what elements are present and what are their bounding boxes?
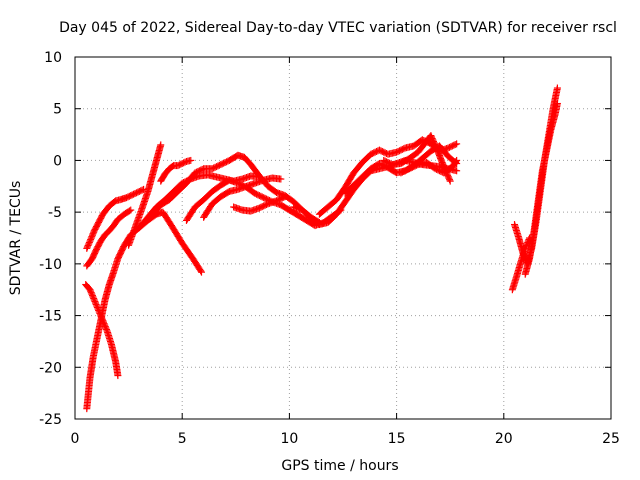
series-track-5 bbox=[125, 141, 165, 249]
y-tick-label: -20 bbox=[39, 360, 62, 376]
plot-frame bbox=[74, 56, 612, 420]
series-track-19 bbox=[521, 100, 561, 278]
series-track-8 bbox=[157, 156, 195, 185]
x-tick-label: 10 bbox=[280, 431, 298, 447]
y-tick-label: -25 bbox=[39, 412, 62, 428]
y-axis-label: SDTVAR / TECUs bbox=[8, 181, 24, 296]
x-axis-label: GPS time / hours bbox=[281, 458, 398, 474]
x-tick-label: 20 bbox=[495, 431, 513, 447]
y-tick-label: -5 bbox=[48, 205, 62, 221]
grid-lines bbox=[75, 57, 611, 419]
data-points bbox=[82, 84, 561, 413]
series-track-16 bbox=[397, 156, 461, 177]
y-tick-label: 0 bbox=[53, 153, 62, 169]
series-track-2 bbox=[82, 281, 122, 380]
x-tick-label: 0 bbox=[71, 431, 80, 447]
y-tick-label: -15 bbox=[39, 309, 62, 325]
x-tick-label: 15 bbox=[388, 431, 406, 447]
axis-ticks bbox=[74, 56, 612, 420]
series-track-3 bbox=[83, 208, 205, 413]
x-tick-label: 5 bbox=[178, 431, 187, 447]
x-tick-labels: 0 5 10 15 20 25 bbox=[71, 431, 620, 447]
y-tick-label: 10 bbox=[44, 50, 62, 66]
series-track-4 bbox=[83, 206, 135, 270]
x-tick-label: 25 bbox=[602, 431, 620, 447]
series-track-11 bbox=[230, 193, 289, 215]
series-track-1 bbox=[83, 185, 148, 252]
y-tick-label: 5 bbox=[53, 102, 62, 118]
y-tick-label: -10 bbox=[39, 257, 62, 273]
chart-title: Day 045 of 2022, Sidereal Day-to-day VTE… bbox=[59, 20, 617, 36]
series-track-10 bbox=[200, 174, 285, 221]
y-tick-labels: -25 -20 -15 -10 -5 0 5 10 bbox=[39, 50, 62, 428]
